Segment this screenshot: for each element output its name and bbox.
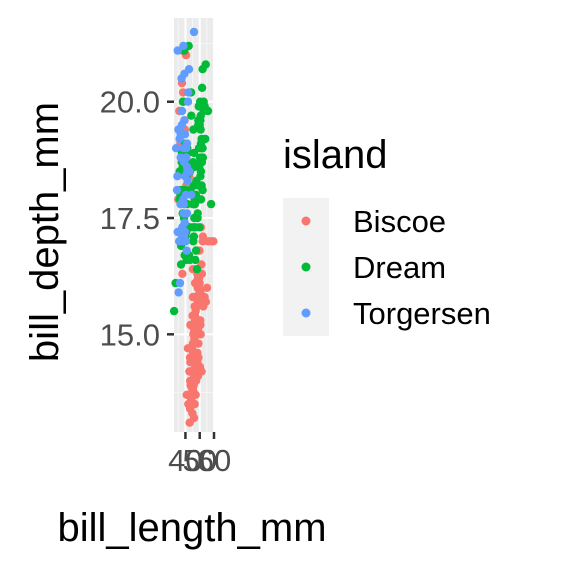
data-point bbox=[191, 246, 201, 255]
data-point bbox=[195, 158, 205, 167]
legend-swatch bbox=[301, 216, 311, 226]
legend-item-torgersen: Torgersen bbox=[283, 290, 491, 336]
data-point bbox=[182, 144, 191, 153]
data-point bbox=[190, 362, 200, 372]
data-point bbox=[179, 209, 188, 218]
data-point bbox=[173, 172, 182, 181]
legend-swatch bbox=[301, 262, 311, 272]
data-point bbox=[177, 106, 187, 116]
data-point bbox=[195, 278, 204, 288]
data-point bbox=[191, 348, 200, 358]
y-tick-label: 20.0 bbox=[100, 85, 160, 120]
data-point bbox=[175, 278, 185, 288]
data-point bbox=[171, 144, 181, 153]
data-point bbox=[177, 74, 186, 83]
data-point bbox=[173, 46, 182, 55]
legend: island Biscoe Dream Torgersen bbox=[283, 133, 491, 336]
data-point bbox=[180, 130, 190, 139]
data-point bbox=[194, 102, 203, 111]
data-point bbox=[201, 134, 210, 144]
legend-label: Biscoe bbox=[353, 204, 446, 239]
data-point bbox=[188, 339, 198, 348]
data-point bbox=[189, 125, 198, 134]
data-point bbox=[177, 120, 187, 130]
legend-label: Torgersen bbox=[353, 296, 491, 331]
data-point bbox=[174, 288, 183, 297]
data-point bbox=[184, 65, 194, 74]
data-point bbox=[191, 255, 200, 265]
legend-item-dream: Dream bbox=[283, 244, 446, 290]
data-point bbox=[196, 167, 206, 176]
data-point bbox=[203, 237, 213, 246]
data-point bbox=[206, 199, 216, 209]
series-biscoe bbox=[174, 46, 218, 427]
data-point bbox=[196, 297, 205, 306]
legend-title: island bbox=[283, 133, 388, 177]
data-point bbox=[203, 106, 213, 116]
data-point bbox=[182, 246, 191, 255]
data-point bbox=[189, 237, 198, 246]
legend-swatch bbox=[301, 308, 311, 318]
data-point bbox=[187, 190, 196, 199]
data-point bbox=[183, 167, 192, 176]
data-point bbox=[178, 269, 187, 278]
y-tick-label: 15.0 bbox=[100, 317, 160, 352]
data-point bbox=[169, 306, 179, 316]
data-point bbox=[172, 185, 182, 195]
data-point bbox=[197, 83, 207, 93]
data-point bbox=[185, 418, 194, 427]
data-point bbox=[190, 372, 199, 381]
data-point bbox=[179, 195, 188, 204]
y-tick-label: 17.5 bbox=[100, 201, 160, 236]
data-point bbox=[184, 88, 193, 97]
legend-items: Biscoe Dream Torgersen bbox=[283, 198, 491, 336]
legend-item-biscoe: Biscoe bbox=[283, 198, 446, 244]
data-point bbox=[187, 111, 196, 120]
y-axis-title: bill_depth_mm bbox=[23, 102, 67, 362]
data-point bbox=[193, 209, 202, 218]
data-point bbox=[192, 265, 202, 274]
data-point bbox=[196, 320, 205, 330]
data-point bbox=[186, 320, 195, 330]
legend-label: Dream bbox=[353, 250, 446, 285]
data-point bbox=[176, 153, 185, 162]
data-point bbox=[195, 223, 204, 232]
data-point bbox=[176, 260, 186, 269]
x-axis-title: bill_length_mm bbox=[57, 506, 326, 550]
data-point bbox=[191, 306, 200, 316]
data-point bbox=[188, 409, 197, 418]
data-point bbox=[183, 176, 192, 185]
data-point bbox=[183, 97, 193, 106]
data-point bbox=[196, 111, 205, 120]
data-point bbox=[179, 232, 189, 241]
data-point bbox=[198, 65, 207, 74]
data-point bbox=[189, 27, 199, 37]
data-point bbox=[195, 288, 204, 297]
data-point bbox=[189, 199, 198, 209]
data-point bbox=[191, 390, 200, 399]
series-torgersen bbox=[171, 27, 199, 297]
x-tick-label: 60 bbox=[197, 443, 231, 478]
x-tick-label: 50 bbox=[182, 443, 216, 478]
data-point bbox=[197, 367, 206, 376]
data-point bbox=[194, 181, 204, 190]
x-tick-label: 40 bbox=[168, 443, 202, 478]
data-point bbox=[202, 283, 212, 292]
data-points bbox=[169, 27, 218, 427]
data-point bbox=[179, 41, 188, 51]
data-point bbox=[196, 144, 206, 153]
data-point bbox=[188, 292, 198, 302]
